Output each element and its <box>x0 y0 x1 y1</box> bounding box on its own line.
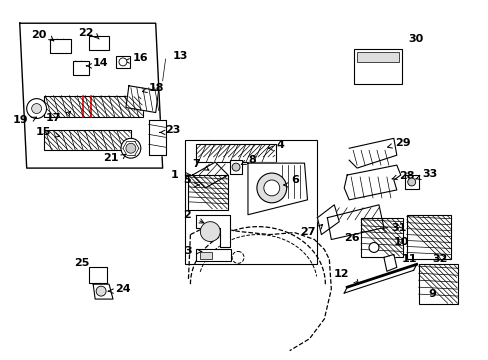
Text: 14: 14 <box>93 58 108 68</box>
Text: 22: 22 <box>78 28 93 38</box>
Text: 29: 29 <box>394 138 409 148</box>
Bar <box>196 249 231 261</box>
Text: 11: 11 <box>401 255 416 264</box>
Circle shape <box>407 178 415 186</box>
Polygon shape <box>344 165 400 200</box>
Polygon shape <box>348 138 396 168</box>
Text: 25: 25 <box>74 258 89 268</box>
Polygon shape <box>148 121 165 155</box>
Text: 33: 33 <box>422 169 437 179</box>
Text: 7: 7 <box>192 159 200 169</box>
Text: 12: 12 <box>333 269 348 279</box>
Text: 32: 32 <box>432 255 447 264</box>
Bar <box>43 130 131 150</box>
Text: 20: 20 <box>31 30 46 40</box>
Bar <box>89 36 109 50</box>
Circle shape <box>264 180 279 196</box>
Text: 19: 19 <box>13 116 29 126</box>
Text: 28: 28 <box>398 171 413 181</box>
Text: 1: 1 <box>170 170 178 180</box>
Circle shape <box>256 173 286 203</box>
Bar <box>73 61 89 75</box>
Bar <box>406 215 450 260</box>
Polygon shape <box>317 205 339 235</box>
Text: 18: 18 <box>148 83 164 93</box>
Text: 31: 31 <box>390 222 406 233</box>
Text: 10: 10 <box>393 237 408 247</box>
Bar <box>188 175 228 210</box>
Circle shape <box>27 99 46 118</box>
Text: 17: 17 <box>46 113 61 123</box>
Circle shape <box>121 138 141 158</box>
Bar <box>185 140 317 264</box>
Bar <box>353 49 401 84</box>
Bar <box>356 52 398 62</box>
Text: 13: 13 <box>172 51 187 61</box>
Circle shape <box>200 222 220 242</box>
Text: 26: 26 <box>344 233 359 243</box>
Circle shape <box>32 104 41 113</box>
Circle shape <box>232 163 240 171</box>
Bar <box>230 160 242 174</box>
Bar <box>200 252 212 260</box>
Circle shape <box>119 58 127 66</box>
Text: 4: 4 <box>276 140 284 150</box>
Circle shape <box>126 143 136 153</box>
Polygon shape <box>192 162 228 188</box>
Text: 23: 23 <box>165 125 181 135</box>
Text: 2: 2 <box>183 210 190 220</box>
Bar <box>89 267 107 283</box>
Text: 9: 9 <box>427 289 436 299</box>
Polygon shape <box>247 163 307 215</box>
Bar <box>360 218 402 257</box>
Text: 21: 21 <box>103 153 119 163</box>
Text: 15: 15 <box>36 127 51 138</box>
Text: 30: 30 <box>408 34 423 44</box>
Text: 5: 5 <box>183 175 190 185</box>
Text: 16: 16 <box>133 53 148 63</box>
Text: 6: 6 <box>291 175 299 185</box>
Text: 8: 8 <box>247 155 255 165</box>
Bar <box>43 96 142 117</box>
Circle shape <box>368 243 378 252</box>
Circle shape <box>96 286 106 296</box>
Circle shape <box>232 251 244 264</box>
Polygon shape <box>196 215 230 247</box>
Bar <box>49 39 71 53</box>
Polygon shape <box>383 255 396 271</box>
Polygon shape <box>126 86 158 113</box>
Bar <box>404 175 418 189</box>
Bar <box>116 56 130 68</box>
Polygon shape <box>326 205 383 239</box>
Text: 27: 27 <box>299 226 315 237</box>
Bar <box>418 264 457 304</box>
Polygon shape <box>93 284 113 299</box>
Text: 24: 24 <box>115 284 130 294</box>
Bar <box>196 144 275 162</box>
Text: 3: 3 <box>184 247 192 256</box>
